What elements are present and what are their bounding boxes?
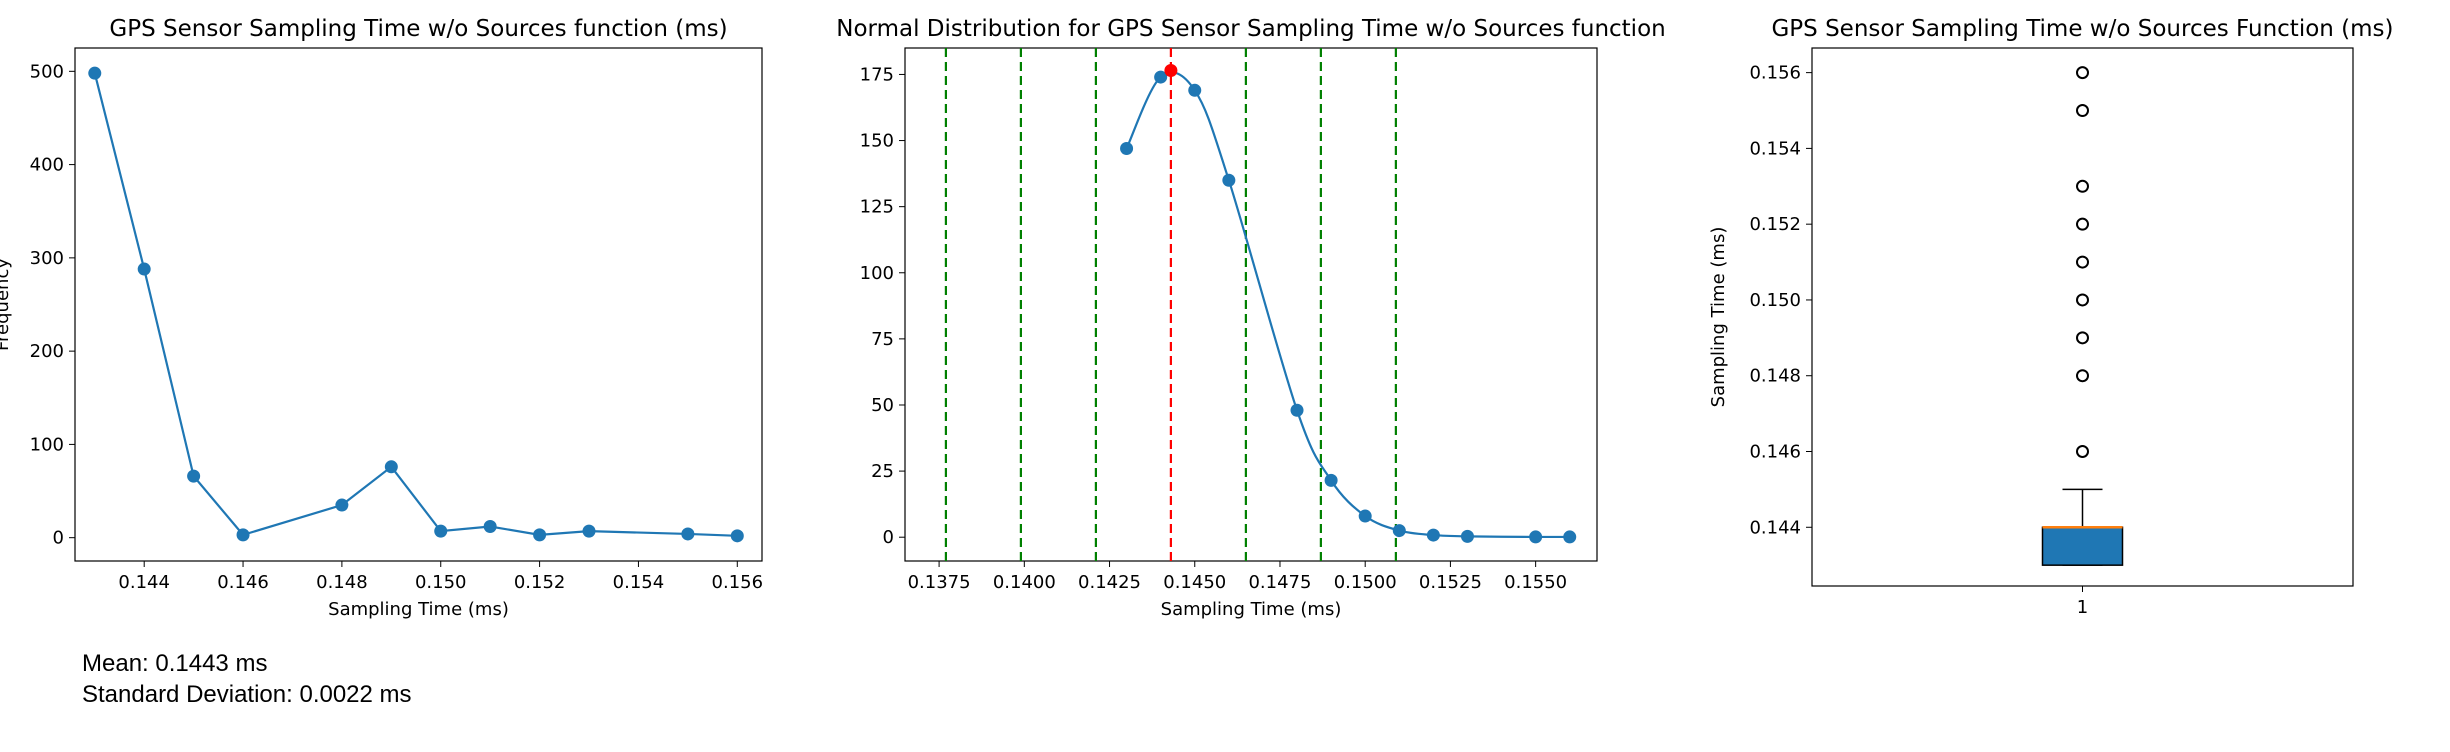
data-point (1392, 524, 1406, 538)
y-tick-label: 75 (871, 329, 894, 350)
y-tick-label: 100 (860, 263, 894, 284)
data-point (1324, 473, 1338, 487)
mean-point (1164, 63, 1178, 77)
x-tick-label: 0.1375 (908, 572, 971, 593)
x-tick-label: 0.1400 (993, 572, 1056, 593)
std-text: Standard Deviation: 0.0022 ms (82, 681, 412, 708)
series-line (93, 72, 738, 537)
x-axis-label: Sampling Time (ms) (328, 599, 509, 620)
y-axis-label: Frequency (0, 258, 13, 351)
y-tick-label: 0.154 (1749, 138, 1801, 159)
data-point (88, 66, 102, 80)
data-point (582, 524, 596, 538)
data-point (434, 524, 448, 538)
x-tick-label: 0.156 (712, 572, 764, 593)
x-tick-label: 0.150 (415, 572, 467, 593)
data-point (681, 527, 695, 541)
outlier-point (2076, 255, 2089, 269)
outlier-point (2076, 445, 2089, 458)
data-point (187, 469, 201, 483)
chart-title: GPS Sensor Sampling Time w/o Sources Fun… (1771, 16, 2393, 42)
y-tick-label: 0.146 (1749, 442, 1801, 463)
outlier-point (2076, 217, 2089, 231)
outlier-point (2076, 331, 2089, 345)
data-point (730, 529, 744, 543)
y-tick-label: 100 (30, 434, 64, 455)
mean-text: Mean: 0.1443 ms (82, 650, 268, 677)
y-tick-label: 150 (860, 131, 894, 152)
data-point (1188, 83, 1202, 97)
y-tick-label: 500 (30, 61, 64, 82)
outlier-point (2076, 66, 2089, 80)
x-tick-label: 0.1450 (1163, 572, 1226, 593)
data-point (1358, 509, 1372, 523)
x-tick-label: 0.1550 (1504, 572, 1567, 593)
y-tick-label: 200 (30, 341, 64, 362)
y-tick-label: 0.144 (1749, 517, 1801, 538)
x-tick-label: 0.144 (118, 572, 170, 593)
x-axis-label: Sampling Time (ms) (1161, 599, 1342, 620)
data-point (1290, 403, 1304, 417)
chart-title: Normal Distribution for GPS Sensor Sampl… (836, 16, 1665, 42)
data-point (137, 262, 151, 276)
y-tick-label: 300 (30, 248, 64, 269)
y-tick-label: 400 (30, 155, 64, 176)
data-point (1563, 530, 1577, 544)
x-tick-label: 0.1525 (1419, 572, 1482, 593)
outlier-point (2076, 179, 2089, 193)
y-tick-label: 125 (860, 197, 894, 218)
data-point (1529, 530, 1543, 544)
x-tick-label: 0.152 (514, 572, 566, 593)
y-tick-label: 0 (53, 528, 64, 549)
y-tick-label: 0 (883, 527, 894, 548)
y-axis-label: Sampling Time (ms) (1708, 227, 1729, 408)
data-point (1154, 70, 1168, 84)
data-point (1120, 141, 1134, 155)
data-point (236, 528, 250, 542)
y-tick-label: 0.148 (1749, 366, 1801, 387)
data-point (483, 519, 497, 533)
x-tick-label: 0.1475 (1248, 572, 1311, 593)
x-tick-label: 0.1425 (1078, 572, 1141, 593)
y-tick-label: 0.150 (1749, 290, 1801, 311)
y-tick-label: 50 (871, 395, 894, 416)
plot-frame (904, 47, 1598, 562)
x-tick-label: 1 (2077, 597, 2088, 618)
x-tick-label: 0.146 (217, 572, 269, 593)
y-tick-label: 25 (871, 461, 894, 482)
density-curve (1125, 71, 1570, 539)
x-tick-label: 0.1500 (1334, 572, 1397, 593)
y-tick-label: 175 (860, 64, 894, 85)
box (2041, 526, 2124, 566)
data-point (1460, 529, 1474, 543)
y-tick-label: 0.152 (1749, 214, 1801, 235)
data-point (335, 498, 349, 512)
x-tick-label: 0.148 (316, 572, 368, 593)
plot-frame (74, 47, 763, 562)
outlier-point (2076, 293, 2089, 307)
outlier-point (2076, 104, 2089, 118)
data-point (1426, 528, 1440, 542)
chart-title: GPS Sensor Sampling Time w/o Sources fun… (109, 16, 727, 42)
data-point (533, 528, 547, 542)
data-point (384, 460, 398, 474)
y-tick-label: 0.156 (1749, 63, 1801, 84)
outlier-point (2076, 369, 2089, 383)
x-tick-label: 0.154 (613, 572, 665, 593)
data-point (1222, 173, 1236, 187)
